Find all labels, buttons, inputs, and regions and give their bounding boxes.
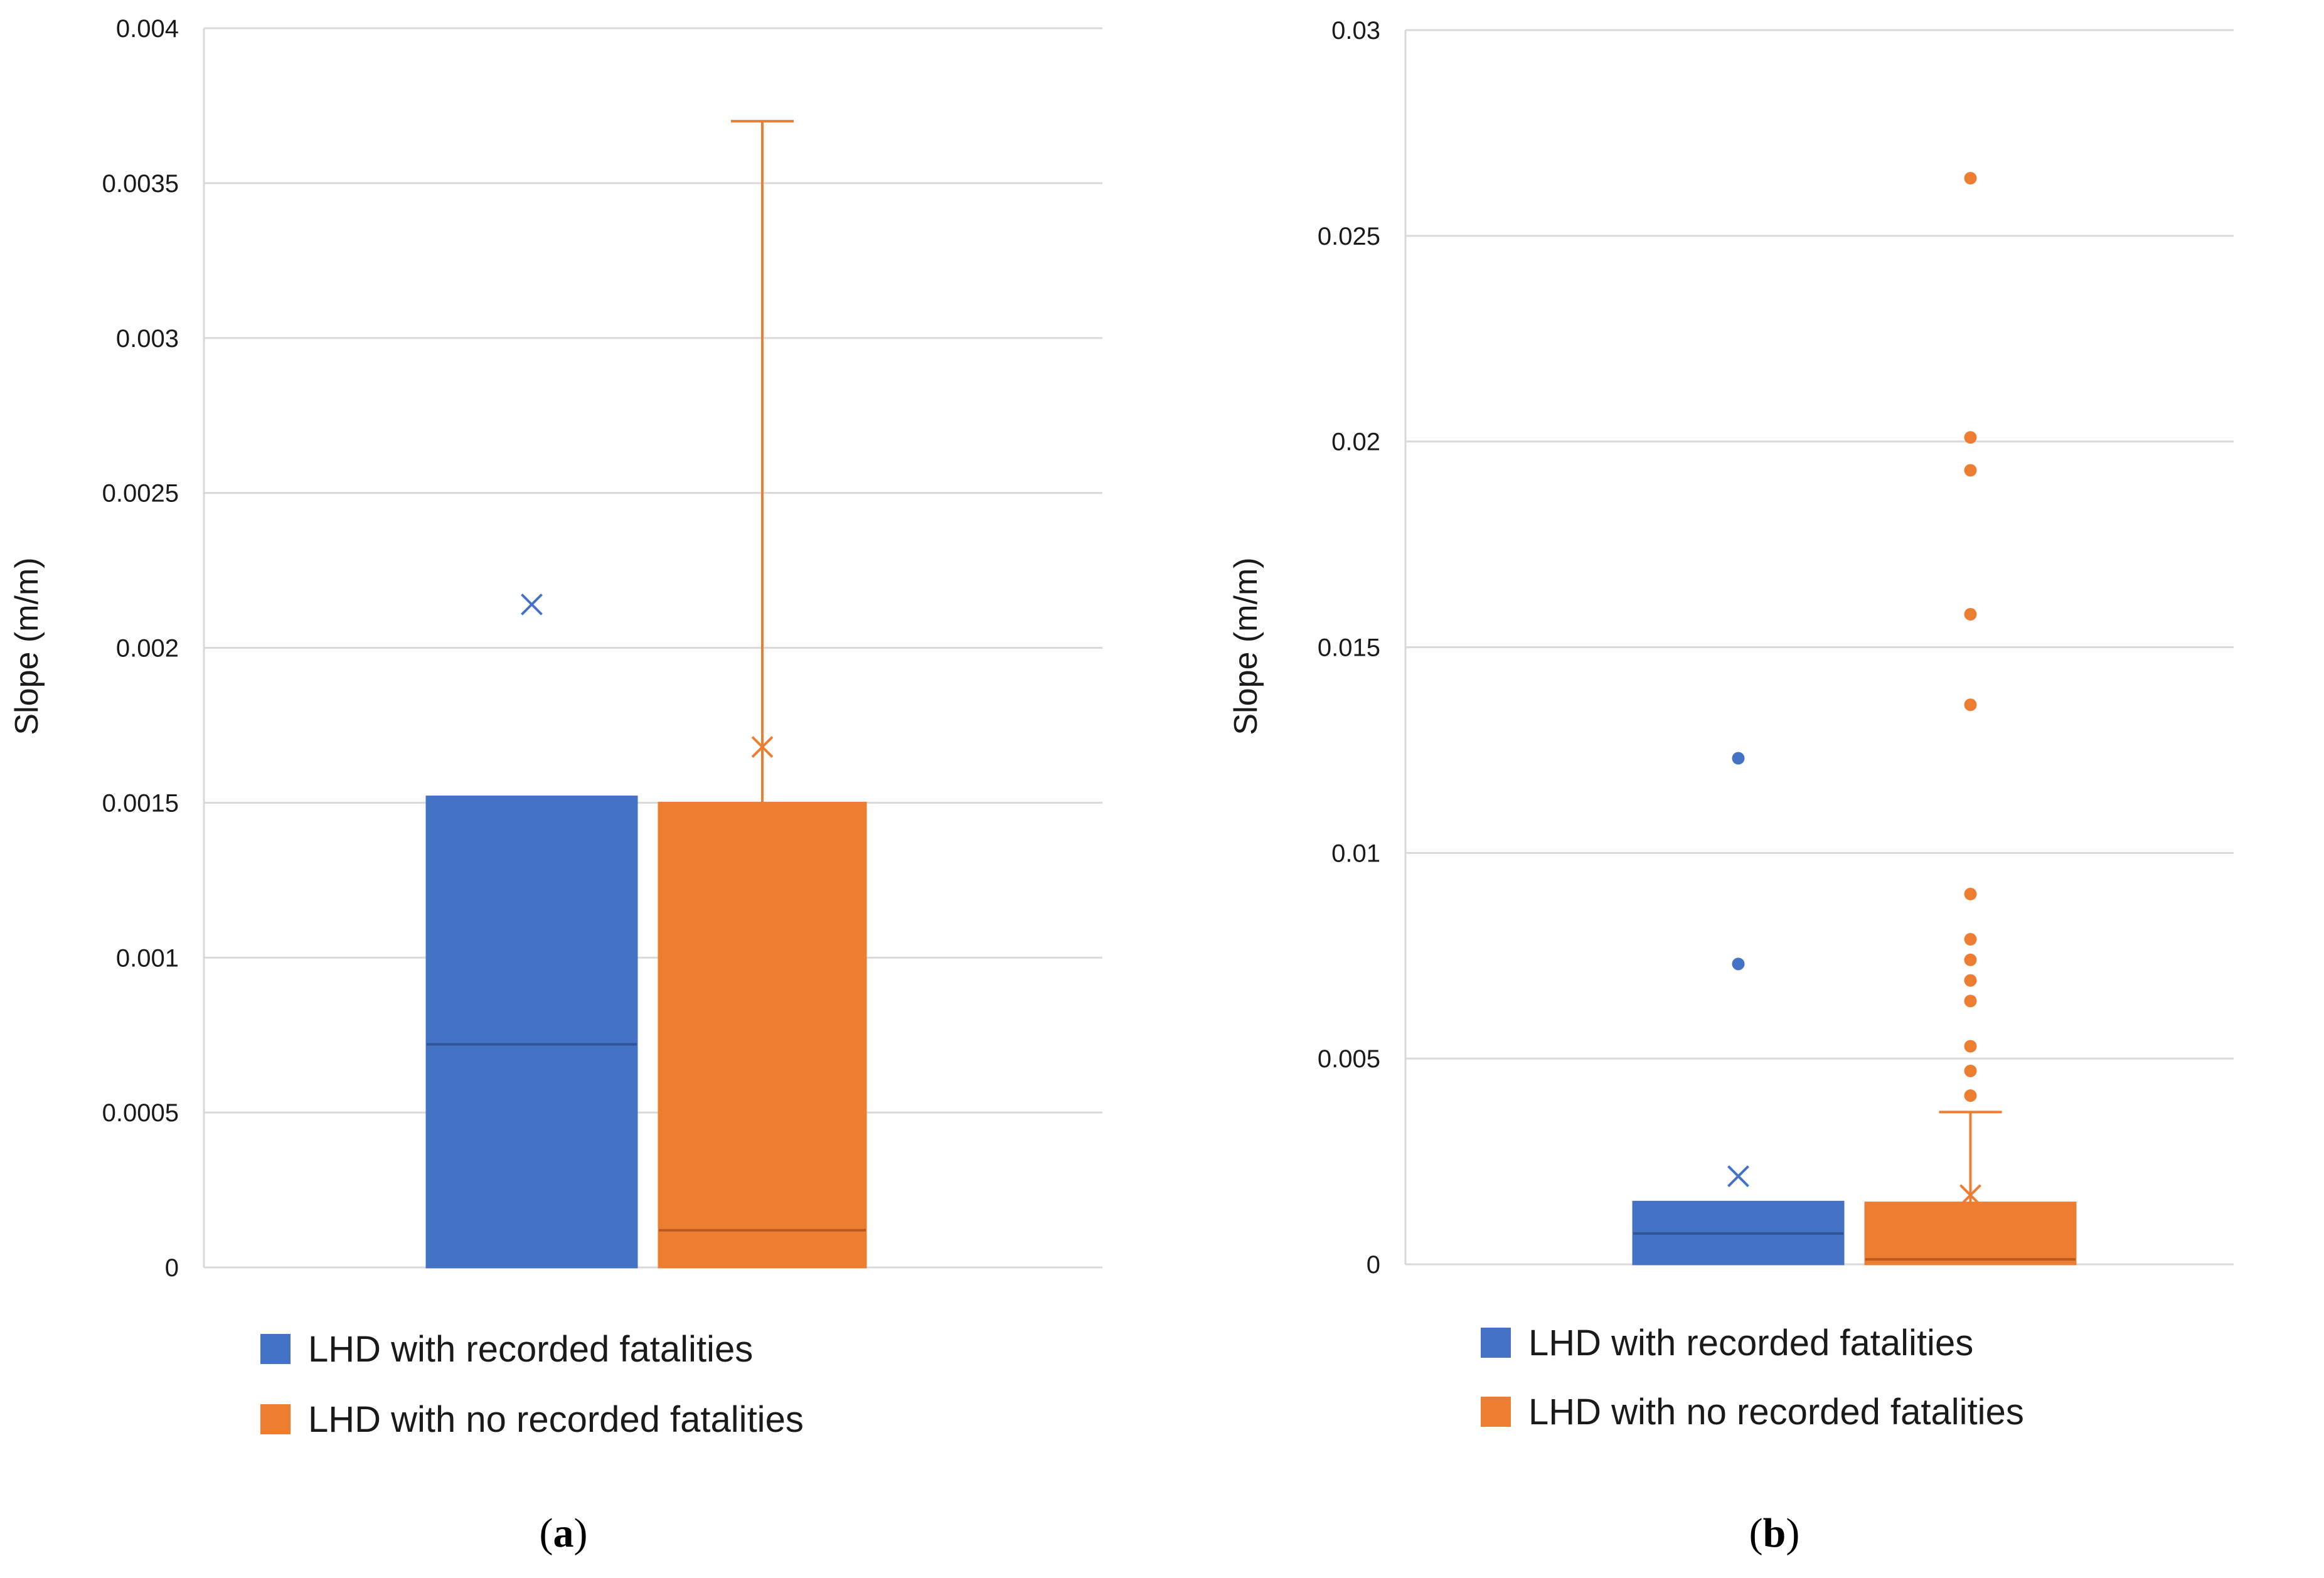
- y-tick-label: 0.0005: [102, 1099, 179, 1127]
- mean-marker: [1959, 1184, 1981, 1207]
- mean-marker-stroke: [1727, 1165, 1749, 1188]
- y-tick-label: 0.015: [1318, 634, 1380, 662]
- outlier-point: [1964, 974, 1977, 987]
- box-body: [1864, 1202, 2077, 1266]
- y-tick-label: 0.02: [1331, 429, 1380, 456]
- chart-panel-b: 0 0.005 0.01 0.015 0.02 0.025 0.03 Slope (m/m) L…: [1228, 17, 2234, 1556]
- y-tick-label: 0.03: [1331, 17, 1380, 45]
- y-tick-label: 0.0015: [102, 789, 179, 817]
- outlier-point: [1964, 994, 1977, 1008]
- caption-close-paren: ): [574, 1510, 588, 1556]
- outlier-point: [1964, 953, 1977, 966]
- outlier-point: [1964, 431, 1977, 444]
- outlier-point: [1964, 698, 1977, 712]
- outlier-point: [1964, 933, 1977, 946]
- legend-swatch-2: [1481, 1397, 1511, 1427]
- caption-letter: a: [553, 1510, 574, 1556]
- outlier-point: [1964, 1064, 1977, 1077]
- y-axis-label: Slope (m/m): [1228, 557, 1264, 735]
- legend-swatch-1: [260, 1334, 290, 1364]
- y-tick-label: 0: [1367, 1251, 1380, 1279]
- y-tick-label: 0.002: [116, 635, 179, 663]
- y-tick-label: 0.004: [116, 15, 179, 43]
- box-body: [658, 801, 867, 1269]
- caption-close-paren: ): [1786, 1510, 1799, 1556]
- outlier-point: [1732, 752, 1745, 765]
- mean-marker-stroke: [521, 593, 543, 616]
- y-tick-label: 0.0025: [102, 480, 179, 508]
- y-gridlines: [1405, 29, 2234, 1266]
- box-series-2: [658, 120, 867, 1269]
- outlier-point: [1964, 172, 1977, 185]
- caption-open-paren: (: [540, 1510, 553, 1556]
- y-tick-label: 0.003: [116, 325, 179, 353]
- outlier-point: [1964, 608, 1977, 621]
- legend-label-1: LHD with recorded fatalities: [1528, 1323, 1973, 1363]
- y-tick-label: 0: [165, 1254, 179, 1282]
- box-series-1: [1632, 752, 1845, 1266]
- y-tick-label: 0.001: [116, 944, 179, 972]
- caption-letter: b: [1763, 1510, 1786, 1556]
- mean-marker: [751, 736, 774, 758]
- mean-marker: [1727, 1165, 1749, 1188]
- legend-label-2: LHD with no recorded fatalities: [1528, 1392, 2024, 1432]
- y-tick-labels: 0 0.005 0.01 0.015 0.02 0.025 0.03: [1318, 17, 1380, 1279]
- box-body: [425, 796, 638, 1269]
- mean-marker: [521, 593, 543, 616]
- y-tick-label: 0.01: [1331, 840, 1380, 867]
- caption-open-paren: (: [1749, 1510, 1763, 1556]
- mean-marker-stroke: [751, 736, 774, 758]
- y-tick-label: 0.0035: [102, 170, 179, 198]
- panel-caption: (a): [540, 1510, 588, 1556]
- mean-marker-stroke: [1959, 1184, 1981, 1207]
- outlier-point: [1732, 957, 1745, 971]
- legend-swatch-1: [1481, 1328, 1511, 1358]
- chart-panel-a: 0 0.0005 0.001 0.0015 0.002 0.0025 0.003 0.0035…: [9, 15, 1102, 1556]
- outlier-point: [1964, 1089, 1977, 1102]
- y-axis-label: Slope (m/m): [9, 557, 45, 735]
- legend-swatch-2: [260, 1404, 290, 1434]
- outlier-point: [1964, 464, 1977, 477]
- y-gridlines: [204, 27, 1102, 1269]
- panel-caption: (b): [1749, 1510, 1800, 1556]
- outlier-point: [1964, 887, 1977, 900]
- y-tick-labels: 0 0.0005 0.001 0.0015 0.002 0.0025 0.003 0.0035…: [102, 15, 179, 1282]
- legend-label-1: LHD with recorded fatalities: [308, 1329, 753, 1370]
- box-series-1: [425, 593, 638, 1269]
- outlier-point: [1964, 1040, 1977, 1053]
- y-tick-label: 0.005: [1318, 1045, 1380, 1073]
- box-series-2: [1864, 172, 2077, 1266]
- legend-label-2: LHD with no recorded fatalities: [308, 1399, 804, 1440]
- y-tick-label: 0.025: [1318, 223, 1380, 250]
